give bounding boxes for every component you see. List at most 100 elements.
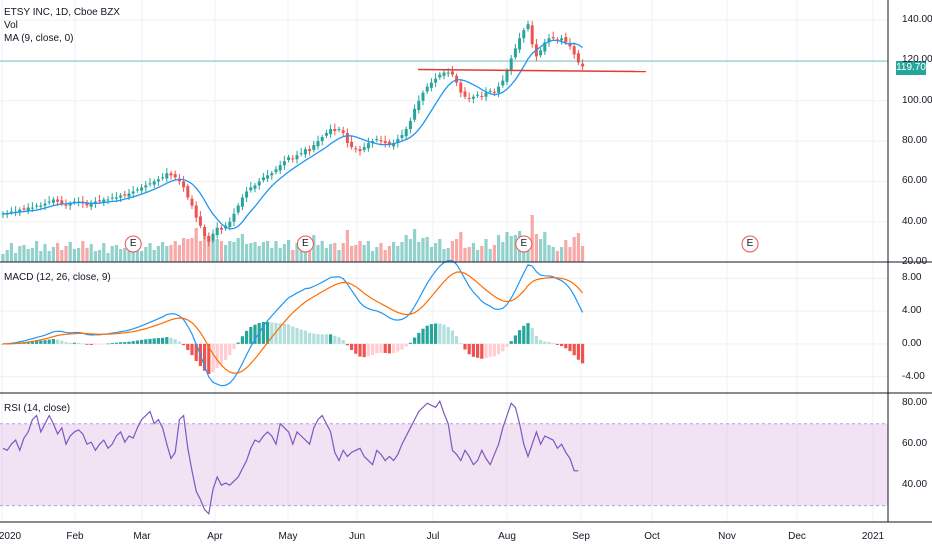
candle-body	[64, 204, 68, 206]
volume-bar	[455, 239, 459, 262]
price-legend: ETSY INC, 1D, Cboe BZX Vol MA (9, close,…	[4, 6, 120, 45]
macd-histogram-bar	[77, 342, 81, 344]
macd-histogram-bar	[539, 340, 543, 344]
candle-body	[198, 216, 202, 226]
macd-histogram-bar	[459, 343, 463, 344]
volume-bar	[446, 248, 450, 262]
macd-histogram-bar	[345, 343, 349, 346]
price-candles	[1, 20, 585, 247]
volume-bar	[182, 238, 186, 262]
macd-histogram-bar	[148, 338, 152, 344]
macd-histogram-bar	[72, 342, 76, 344]
volume-bar	[480, 246, 484, 262]
volume-bar	[303, 246, 307, 262]
candle-body	[366, 143, 370, 149]
earnings-marker-circle	[124, 235, 142, 253]
earnings-marker-label: E	[520, 238, 528, 249]
indicator-lines	[0, 39, 888, 516]
candle-body	[333, 128, 337, 131]
macd-histogram-bar	[173, 339, 177, 344]
macd-histogram-bar	[68, 342, 72, 344]
macd-histogram-bar	[568, 343, 572, 352]
macd-histogram-bar	[534, 335, 538, 344]
candle-body	[568, 43, 572, 47]
volume-bar	[35, 241, 39, 262]
volume-bar	[51, 247, 55, 262]
volume-bar	[114, 245, 118, 262]
macd-histogram-bar	[425, 325, 429, 344]
candle-body	[85, 202, 89, 206]
rsi-tick-label: 40.00	[902, 479, 928, 491]
candle-body	[282, 161, 286, 166]
macd-histogram-bar	[165, 337, 169, 344]
volume-bar	[547, 245, 551, 262]
volume-bar	[89, 244, 93, 262]
macd-histogram-bar	[287, 324, 291, 344]
volume-bar	[366, 241, 370, 262]
macd-histogram-bar	[438, 323, 442, 344]
macd-histogram-bar	[501, 343, 505, 352]
candle-body	[274, 169, 278, 173]
macd-histogram-bar	[224, 343, 228, 360]
macd-histogram-bar	[375, 343, 379, 354]
volume-bar	[324, 248, 328, 262]
candle-body	[98, 200, 102, 202]
candle-body	[316, 141, 320, 147]
macd-histogram-bar	[110, 343, 114, 344]
volume-bar	[282, 244, 286, 262]
volume-bar	[127, 241, 131, 262]
candle-body	[450, 71, 454, 75]
candle-body	[480, 95, 484, 97]
candle-body	[165, 173, 169, 179]
macd-histogram-bar	[404, 343, 408, 347]
candle-body	[261, 177, 265, 181]
macd-histogram-bar	[526, 323, 530, 344]
x-axis-label: May	[278, 531, 298, 542]
signal-line	[3, 271, 584, 374]
macd-histogram-bar	[194, 343, 198, 362]
candle-body	[429, 82, 433, 88]
candle-body	[169, 173, 173, 176]
candle-body	[156, 179, 160, 182]
volume-bar	[459, 232, 463, 262]
x-axis-label: 2020	[0, 531, 22, 542]
candle-body	[539, 50, 543, 56]
candle-body	[303, 149, 307, 155]
macd-histogram-bar	[320, 334, 324, 344]
macd-histogram-bar	[371, 343, 375, 355]
candle-body	[329, 128, 333, 135]
macd-histogram-bar	[480, 343, 484, 359]
macd-histogram-bar	[266, 321, 270, 344]
candle-body	[173, 174, 177, 178]
candle-body	[236, 205, 240, 213]
volume-bar	[337, 250, 341, 262]
candle-body	[324, 133, 328, 136]
candle-body	[93, 201, 97, 204]
macd-histogram-bar	[530, 328, 534, 344]
macd-histogram-bar	[312, 333, 316, 344]
volume-bar	[81, 241, 85, 262]
volume-bar	[287, 240, 291, 262]
macd-histogram-bar	[211, 343, 215, 373]
macd-histogram-bar	[329, 334, 333, 344]
candle-body	[400, 135, 404, 138]
candle-body	[299, 153, 303, 155]
candle-body	[194, 205, 198, 218]
macd-histogram-bar	[379, 343, 383, 353]
macd-histogram-bar	[497, 343, 501, 355]
price-tick-label: 120.00	[902, 54, 932, 66]
macd-histogram-bar	[350, 343, 354, 350]
macd-histogram-bar	[47, 339, 51, 344]
candle-body	[119, 195, 123, 198]
volume-bar	[253, 242, 257, 262]
candle-body	[492, 91, 496, 93]
candle-body	[43, 203, 47, 206]
macd-histogram-bar	[492, 343, 496, 357]
x-axis-label: Sep	[572, 531, 590, 542]
macd-histogram-bar	[551, 343, 555, 344]
volume-bar	[9, 243, 13, 262]
earnings-marker-circle	[741, 235, 759, 253]
x-axis-label: Jul	[426, 531, 440, 542]
candle-body	[408, 120, 412, 129]
volume-bar	[534, 234, 538, 262]
